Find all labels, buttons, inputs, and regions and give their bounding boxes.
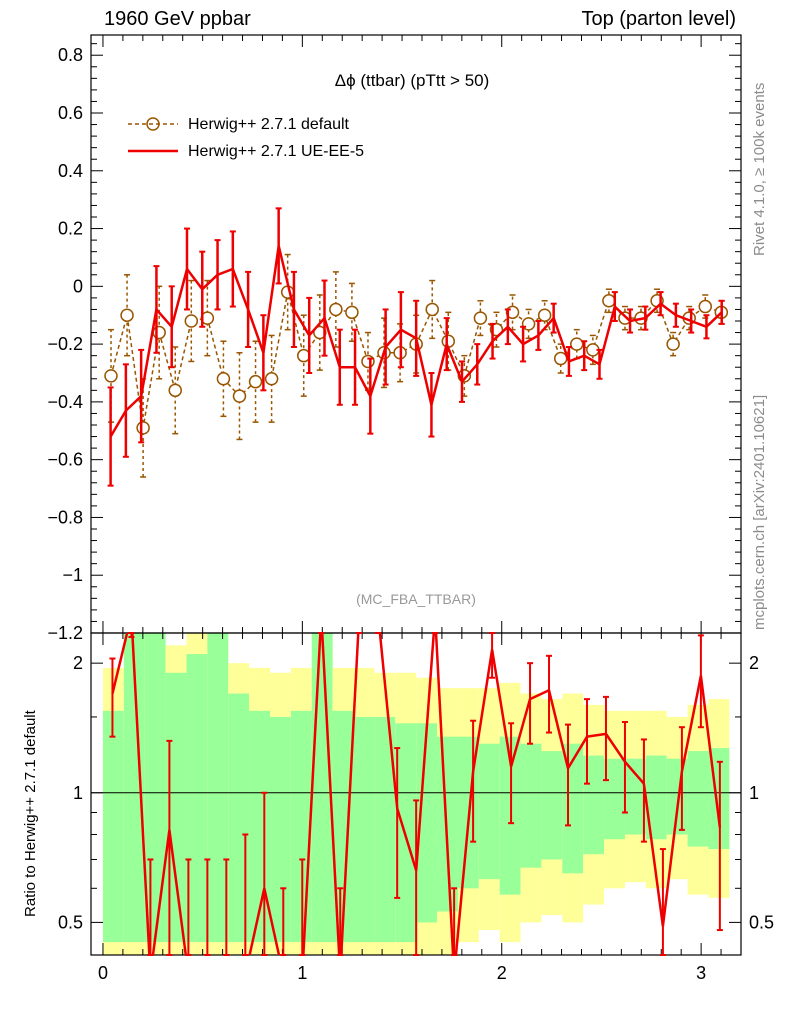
default-data-point: [168, 383, 182, 398]
legend-default-label: Herwig++ 2.7.1 default: [188, 116, 350, 133]
default-data-point: [521, 317, 536, 331]
mcplots-label: mcplots.cern.ch [arXiv:2401.10621]: [751, 394, 768, 630]
y-tick-label: 0.8: [58, 45, 83, 65]
band-inner: [186, 654, 208, 943]
band-inner: [604, 758, 625, 840]
default-data-point: [232, 389, 247, 403]
chart-title: Δϕ (ttbar) (pTtt > 50): [335, 71, 490, 90]
y-tick-label: 0.6: [58, 103, 83, 123]
main-series: [104, 207, 729, 487]
default-data-point: [425, 302, 439, 317]
y-tick-label: 0.4: [58, 161, 83, 181]
band-inner: [102, 710, 124, 943]
ratio-series: [109, 632, 723, 956]
band-inner: [541, 751, 563, 860]
band-inner: [520, 743, 542, 868]
default-data-point: [104, 369, 118, 383]
legend: Herwig++ 2.7.1 default Herwig++ 2.7.1 UE…: [128, 116, 364, 160]
x-tick-label: 2: [497, 963, 507, 983]
ratio-y-tick-label: 2: [73, 653, 83, 673]
band-inner: [562, 743, 584, 874]
band-inner: [144, 633, 166, 943]
analysis-watermark: (MC_FBA_TTBAR): [356, 591, 476, 607]
y-tick-label: −0.8: [47, 507, 83, 527]
default-data-point: [345, 305, 359, 320]
band-inner: [374, 716, 396, 943]
ratio-y-tick-label: 1: [73, 783, 83, 803]
band-inner: [645, 755, 667, 840]
default-data-point: [184, 314, 199, 328]
x-tick-label: 0: [98, 963, 108, 983]
ratio-y-tick-label-right: 2: [749, 653, 759, 673]
ratio-uncertainty-bands: [102, 633, 730, 955]
default-data-point: [329, 302, 343, 317]
default-data-point: [473, 311, 488, 325]
main-y-ticks: 0.8 0.6 0.4 0.2 0 −0.2 −0.4 −0.6 −0.8 −1 −1.2: [47, 35, 741, 643]
band-inner: [583, 755, 605, 855]
y-tick-label: −1: [62, 565, 83, 585]
band-inner: [228, 693, 250, 943]
rivet-version-label: Rivet 4.1.0, ≥ 100k events: [751, 82, 768, 256]
x-tick-label: 1: [297, 963, 307, 983]
legend-default-marker: [146, 117, 160, 131]
ue-series-line: [109, 245, 723, 438]
default-data-point: [313, 325, 327, 340]
default-data-point: [264, 372, 279, 386]
default-data-point: [361, 354, 375, 369]
ratio-y-tick-label-right: 0.5: [749, 912, 774, 932]
band-inner: [478, 743, 500, 880]
band-inner: [332, 710, 354, 943]
band-inner: [416, 723, 438, 923]
default-data-point: [553, 351, 568, 366]
band-inner: [353, 716, 375, 943]
default-data-point: [120, 308, 134, 322]
ratio-y-tick-label: 0.5: [58, 912, 83, 932]
y-tick-label: −0.4: [47, 392, 83, 412]
default-data-point: [537, 308, 552, 322]
default-data-point: [296, 348, 311, 363]
band-inner: [687, 751, 709, 847]
default-data-point: [666, 337, 680, 351]
band-inner: [207, 633, 229, 943]
ratio-y-axis-label: Ratio to Herwig++ 2.7.1 default: [22, 710, 39, 917]
panel-frames: [90, 34, 742, 956]
ratio-ticks: 2 2 1 1 0.5 0.5 0 1 2 3: [58, 633, 774, 983]
energy-label: 1960 GeV ppbar: [104, 8, 251, 30]
y-tick-label: −0.6: [47, 450, 83, 470]
default-data-point: [698, 299, 713, 314]
band-inner: [666, 758, 688, 835]
band-inner: [624, 758, 646, 835]
band-inner: [123, 633, 145, 943]
y-tick-label: −0.2: [47, 334, 83, 354]
y-tick-label: −1.2: [47, 623, 83, 643]
default-data-point: [136, 421, 150, 435]
x-tick-label: 3: [696, 963, 706, 983]
ratio-series-line: [111, 633, 722, 955]
default-data-point: [152, 325, 166, 340]
band-inner: [437, 736, 458, 912]
y-tick-label: 0.2: [58, 219, 83, 239]
band-inner: [270, 716, 291, 943]
default-data-point: [602, 294, 616, 308]
ratio-y-tick-label-right: 1: [749, 783, 759, 803]
default-data-point: [248, 374, 263, 389]
default-data-point: [216, 372, 231, 386]
legend-ue-label: Herwig++ 2.7.1 UE-EE-5: [188, 143, 364, 160]
process-label: Top (parton level): [581, 8, 736, 30]
default-data-point: [570, 337, 584, 351]
y-tick-label: 0: [73, 276, 83, 296]
